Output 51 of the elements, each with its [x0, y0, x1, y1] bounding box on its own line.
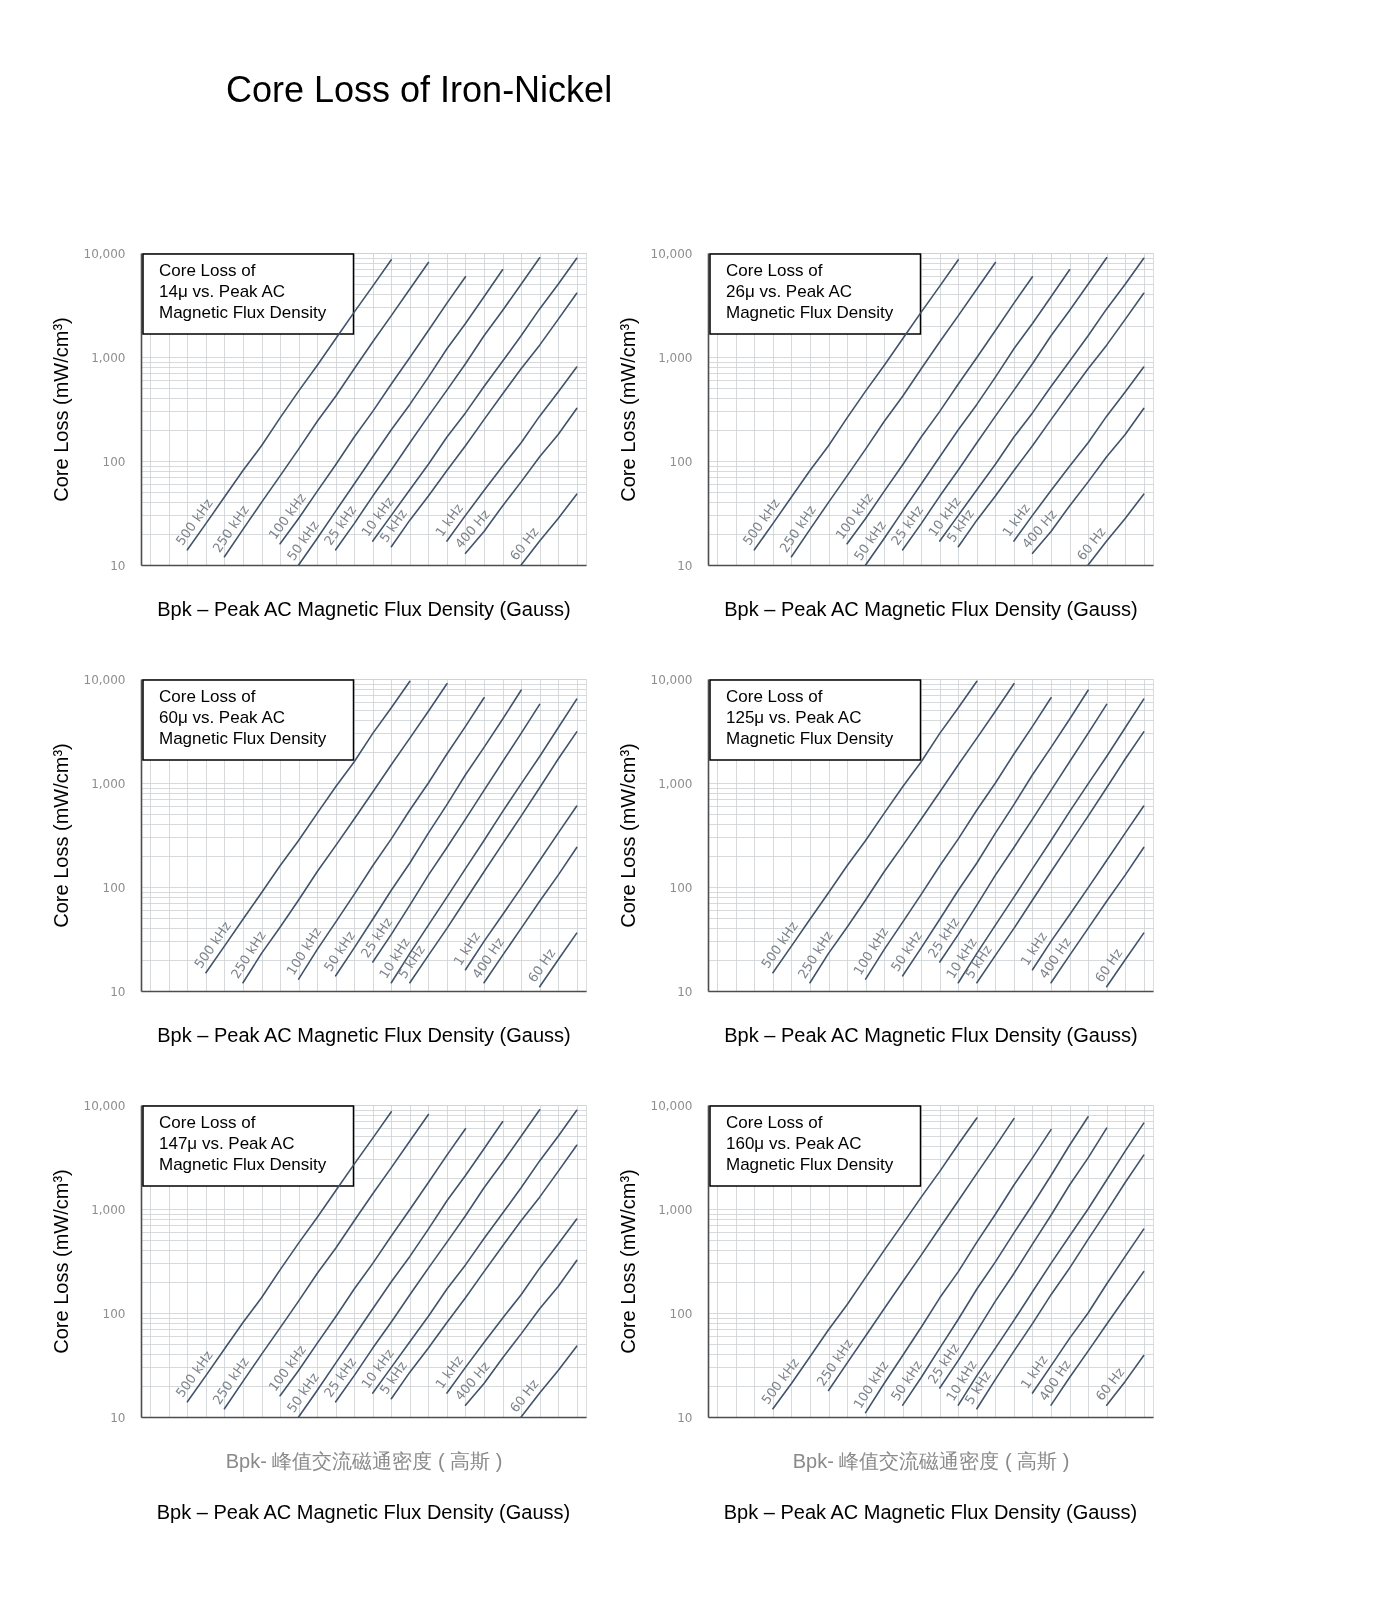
y-tick-label: 100: [102, 454, 126, 469]
y-tick-label: 10,000: [650, 672, 693, 687]
y-tick-label: 100: [669, 880, 693, 895]
y-axis-title: Core Loss (mW/cm³): [616, 317, 639, 502]
y-tick-label: 10: [110, 984, 126, 999]
text: Core Loss of 160μ vs. Peak AC Magnetic Flux Density: [726, 1113, 894, 1174]
text: 60 Hz: [1091, 945, 1126, 985]
text: Core Loss of 60μ vs. Peak AC Magnetic Flux Density: [159, 687, 327, 748]
text: 60 Hz: [524, 945, 559, 985]
y-tick-label: 10: [677, 558, 693, 573]
text: 60 Hz: [506, 524, 542, 564]
text: Core Loss of 26μ vs. Peak AC Magnetic Flux Density: [726, 261, 894, 322]
y-tick-label: 1,000: [91, 776, 126, 791]
x-axis-title: Bpk – Peak AC Magnetic Flux Density (Gauss): [157, 597, 571, 620]
y-tick-label: 100: [102, 1306, 126, 1321]
y-tick-label: 10: [110, 558, 126, 573]
y-axis-title: Core Loss (mW/cm³): [616, 1169, 639, 1354]
y-tick-label: 10: [677, 984, 693, 999]
x-axis-title: Bpk- 峰值交流磁通密度 ( 高斯 ): [792, 1449, 1070, 1472]
y-tick-label: 100: [669, 454, 693, 469]
text: Core Loss of Iron-Nickel: [226, 69, 613, 110]
y-tick-label: 10,000: [650, 246, 693, 261]
x-axis-title: Bpk – Peak AC Magnetic Flux Density (Gauss): [724, 1023, 1138, 1046]
y-axis-title: Core Loss (mW/cm³): [616, 743, 639, 928]
x-axis-title: Bpk – Peak AC Magnetic Flux Density (Gauss): [157, 1023, 571, 1046]
y-axis-title: Core Loss (mW/cm³): [49, 743, 72, 928]
y-tick-label: 1,000: [91, 350, 126, 365]
x-axis-title: Bpk – Peak AC Magnetic Flux Density (Gauss): [724, 597, 1138, 620]
y-tick-label: 10: [110, 1410, 126, 1425]
y-tick-label: 1,000: [658, 1202, 693, 1217]
text: 60 Hz: [1073, 524, 1109, 564]
y-tick-label: 100: [669, 1306, 693, 1321]
y-tick-label: 1,000: [658, 776, 693, 791]
y-tick-label: 10: [677, 1410, 693, 1425]
text: Bpk – Peak AC Magnetic Flux Density (Gauss): [156, 1501, 571, 1523]
y-tick-label: 1,000: [658, 350, 693, 365]
text: 60 Hz: [1092, 1364, 1128, 1404]
y-tick-label: 100: [102, 880, 126, 895]
y-axis-title: Core Loss (mW/cm³): [49, 1169, 72, 1354]
text: 60 Hz: [506, 1376, 542, 1416]
text: Core Loss of 14μ vs. Peak AC Magnetic Flux Density: [159, 261, 327, 322]
y-axis-title: Core Loss (mW/cm³): [49, 317, 72, 502]
text: Core Loss of 125μ vs. Peak AC Magnetic Flux Density: [726, 687, 894, 748]
y-tick-label: 10,000: [83, 1098, 126, 1113]
y-tick-label: 10,000: [83, 246, 126, 261]
text: Bpk – Peak AC Magnetic Flux Density (Gauss): [723, 1501, 1138, 1523]
y-tick-label: 10,000: [650, 1098, 693, 1113]
x-axis-title: Bpk- 峰值交流磁通密度 ( 高斯 ): [225, 1449, 503, 1472]
text: Core Loss of 147μ vs. Peak AC Magnetic Flux Density: [159, 1113, 327, 1174]
y-tick-label: 10,000: [83, 672, 126, 687]
y-tick-label: 1,000: [91, 1202, 126, 1217]
